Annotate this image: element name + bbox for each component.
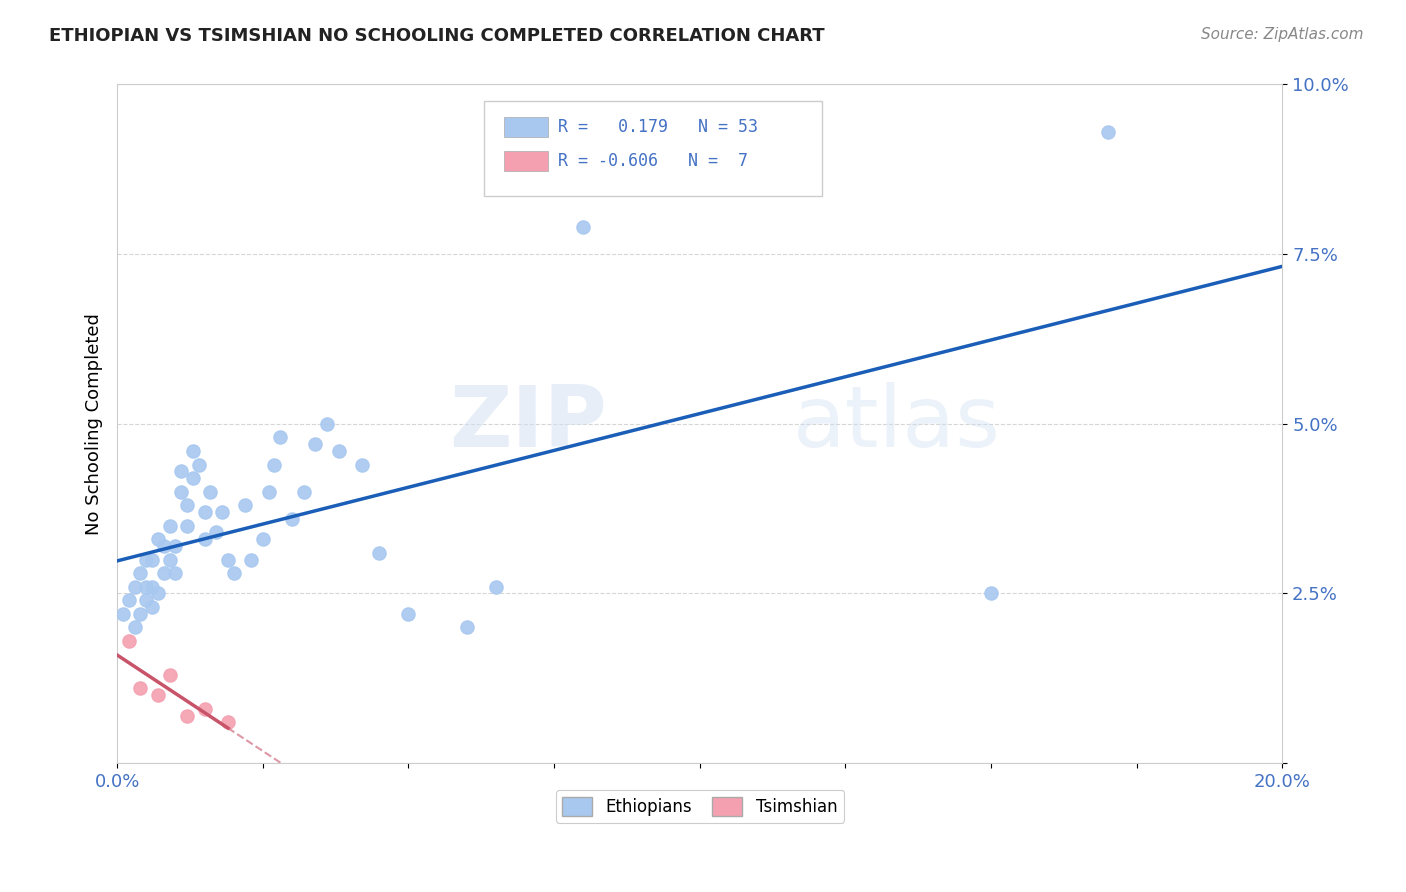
Point <box>572 219 595 234</box>
Point <box>170 484 193 499</box>
Point <box>124 620 146 634</box>
Point <box>350 458 373 472</box>
Point <box>146 532 169 546</box>
Point <box>124 580 146 594</box>
Point <box>252 532 274 546</box>
Point <box>176 708 198 723</box>
Point <box>456 620 478 634</box>
Point <box>159 552 181 566</box>
Point <box>217 715 239 730</box>
Point <box>240 552 263 566</box>
Point <box>135 593 157 607</box>
Point <box>129 681 152 696</box>
Point <box>292 484 315 499</box>
Point <box>1097 125 1119 139</box>
Point <box>263 458 285 472</box>
Text: ZIP: ZIP <box>449 383 606 466</box>
Point <box>205 525 228 540</box>
Point <box>485 580 508 594</box>
Point <box>170 464 193 478</box>
Point <box>257 484 280 499</box>
Point <box>111 607 134 621</box>
Legend: Ethiopians, Tsimshian: Ethiopians, Tsimshian <box>555 790 844 822</box>
Point <box>141 580 163 594</box>
Point <box>135 580 157 594</box>
Point <box>194 702 217 716</box>
Point <box>146 688 169 702</box>
Text: ETHIOPIAN VS TSIMSHIAN NO SCHOOLING COMPLETED CORRELATION CHART: ETHIOPIAN VS TSIMSHIAN NO SCHOOLING COMP… <box>49 27 825 45</box>
Point <box>211 505 233 519</box>
Point <box>269 430 291 444</box>
Point <box>141 600 163 615</box>
Y-axis label: No Schooling Completed: No Schooling Completed <box>86 313 103 534</box>
Point <box>281 512 304 526</box>
Point <box>146 586 169 600</box>
Point <box>316 417 339 431</box>
Point <box>152 566 174 580</box>
Point <box>368 546 391 560</box>
Point <box>141 552 163 566</box>
Text: Source: ZipAtlas.com: Source: ZipAtlas.com <box>1201 27 1364 42</box>
Point <box>159 668 181 682</box>
Point <box>135 552 157 566</box>
Point <box>194 532 217 546</box>
Point <box>165 539 187 553</box>
Point <box>217 552 239 566</box>
Point <box>235 498 257 512</box>
Point <box>398 607 420 621</box>
Point <box>118 593 141 607</box>
Point <box>980 586 1002 600</box>
Point <box>181 444 204 458</box>
FancyBboxPatch shape <box>484 102 823 196</box>
Point <box>328 444 350 458</box>
Point <box>181 471 204 485</box>
Point <box>200 484 222 499</box>
Point <box>176 518 198 533</box>
Point <box>159 518 181 533</box>
Text: R =   0.179   N = 53: R = 0.179 N = 53 <box>558 119 758 136</box>
Point <box>118 634 141 648</box>
Point <box>176 498 198 512</box>
Point <box>165 566 187 580</box>
FancyBboxPatch shape <box>503 151 548 171</box>
Text: atlas: atlas <box>793 383 1001 466</box>
Point <box>304 437 326 451</box>
Point <box>194 505 217 519</box>
Text: R = -0.606   N =  7: R = -0.606 N = 7 <box>558 153 748 170</box>
FancyBboxPatch shape <box>503 117 548 137</box>
Point <box>187 458 209 472</box>
Point <box>129 566 152 580</box>
Point <box>152 539 174 553</box>
Point <box>129 607 152 621</box>
Point <box>222 566 245 580</box>
